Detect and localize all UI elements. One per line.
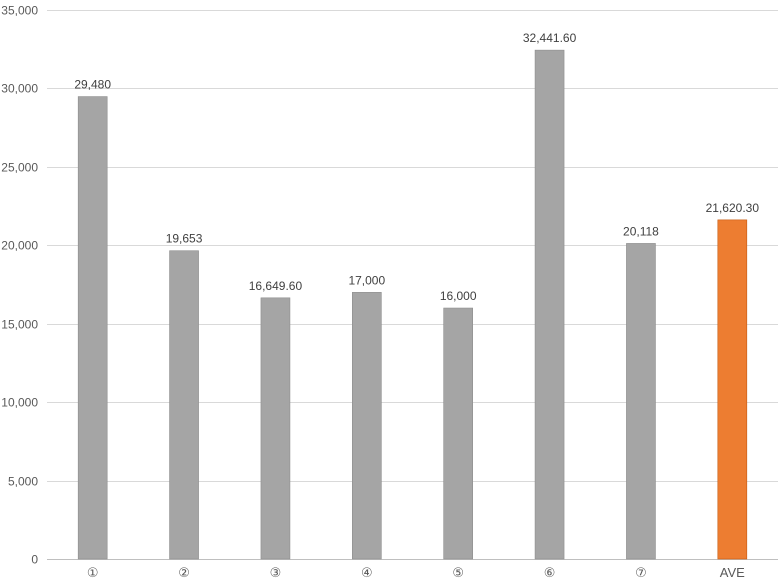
x-category-label: ⑤	[452, 565, 464, 580]
y-tick-label: 30,000	[1, 82, 38, 96]
x-axis-category-labels: ① ② ③ ④ ⑤ ⑥ ⑦ AVE	[87, 565, 745, 580]
bar	[626, 243, 656, 560]
y-tick-label: 10,000	[1, 396, 38, 410]
data-label: 20,118	[623, 224, 659, 238]
x-category-label: AVE	[720, 565, 745, 580]
x-category-label: ⑦	[635, 565, 647, 580]
bar	[443, 307, 473, 560]
data-label: 16,000	[440, 289, 477, 303]
bar	[352, 292, 382, 560]
x-category-label: ⑥	[544, 565, 556, 580]
bar	[534, 49, 565, 560]
x-category-label: ③	[270, 565, 282, 580]
x-category-label: ②	[178, 565, 190, 580]
y-tick-label: 0	[31, 553, 38, 567]
bars	[77, 49, 748, 560]
bar	[169, 250, 199, 560]
data-label: 17,000	[348, 273, 385, 287]
data-label: 21,620.30	[706, 201, 760, 215]
y-tick-label: 5,000	[8, 475, 38, 489]
bar	[717, 219, 748, 560]
data-label: 29,480	[74, 78, 111, 92]
y-axis-tick-labels: 0 5,000 10,000 15,000 20,000 25,000 30,000 35,0…	[1, 4, 38, 567]
y-tick-label: 20,000	[1, 239, 38, 253]
gridlines	[47, 10, 778, 560]
y-tick-label: 15,000	[1, 318, 38, 332]
x-category-label: ④	[361, 565, 373, 580]
data-label: 16,649.60	[249, 279, 303, 293]
data-label: 32,441.60	[523, 31, 577, 45]
bar	[77, 96, 108, 560]
bar	[260, 297, 291, 560]
y-tick-label: 35,000	[1, 4, 38, 18]
data-labels: 29,480 19,653 16,649.60 17,000 16,000 32,441.…	[74, 31, 759, 303]
x-category-label: ①	[87, 565, 99, 580]
y-tick-label: 25,000	[1, 161, 38, 175]
data-label: 19,653	[166, 232, 203, 246]
